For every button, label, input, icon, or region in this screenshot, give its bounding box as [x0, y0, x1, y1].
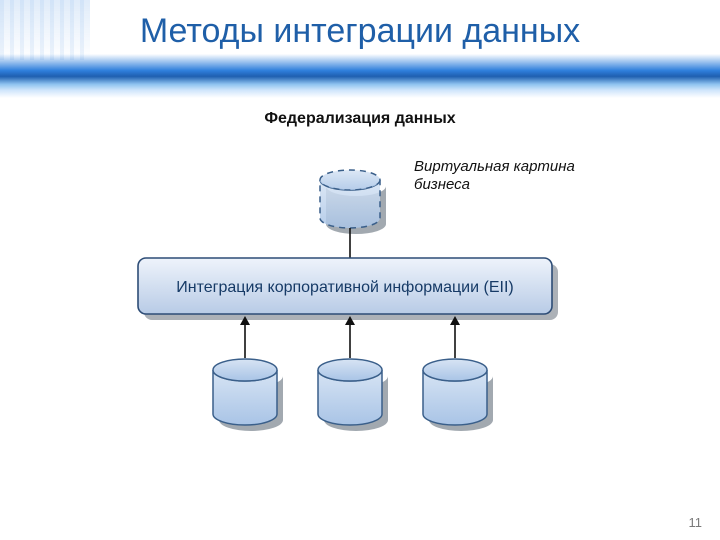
annotation-line2: бизнеса: [414, 176, 470, 193]
slide-subtitle: Федерализация данных: [0, 110, 720, 128]
diagram-svg: Интеграция корпоративной информации (EII…: [0, 140, 720, 500]
virtual-annotation: Виртуальная картина бизнеса: [414, 158, 575, 194]
svg-text:Интеграция корпоративной инфор: Интеграция корпоративной информации (EII…: [176, 279, 513, 296]
slide-title: Методы интеграции данных: [0, 12, 720, 51]
diagram-area: Интеграция корпоративной информации (EII…: [0, 140, 720, 500]
annotation-line1: Виртуальная картина: [414, 158, 575, 175]
page-number: 11: [689, 515, 703, 530]
